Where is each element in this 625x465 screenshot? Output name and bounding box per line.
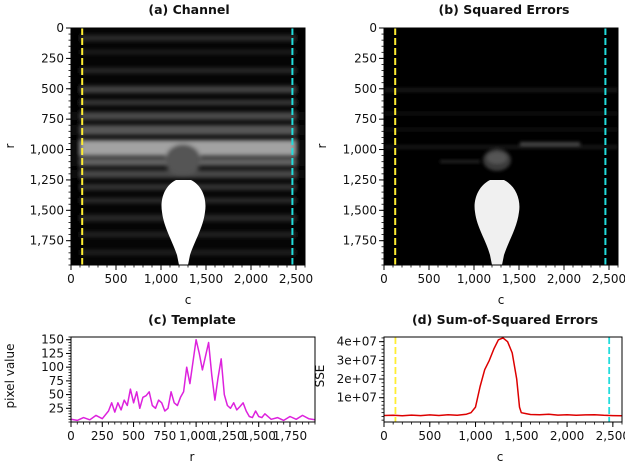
template-ytick-label: 100 — [41, 360, 64, 374]
channel-image — [71, 28, 305, 265]
sqerr-xtick-label: 1,500 — [502, 272, 536, 286]
sqerr-xtick-label: 2,000 — [547, 272, 581, 286]
sse-xtick-label: 1,000 — [458, 429, 492, 443]
squared-errors-ylabel: r — [315, 143, 329, 148]
sqerr-ytick-label: 0 — [369, 21, 377, 35]
template-ytick-label: 25 — [49, 401, 64, 415]
sse-axes: 0 500 1,000 1,500 2,000 2,500 1e+07 2e+07 3e+07 4… — [337, 335, 625, 443]
chart-title-sse: (d) Sum-of-Squared Errors — [412, 312, 598, 327]
channel-axes: 0 500 1,000 1,500 2,000 2,500 0 250 500 750 1,000 1… — [30, 21, 314, 286]
template-xtick-label: 0 — [67, 429, 75, 443]
panel-channel: (a) Channel — [3, 2, 313, 307]
sqerr-ytick-label: 750 — [354, 112, 377, 126]
panel-sse: (d) Sum-of-Squared Errors 0 500 1,000 1,500… — [313, 312, 625, 464]
template-frame — [70, 336, 316, 423]
sse-xlabel: c — [497, 450, 504, 464]
channel-xlabel: c — [185, 293, 192, 307]
channel-xtick-label: 2,000 — [234, 272, 268, 286]
sse-xtick-label: 2,500 — [596, 429, 625, 443]
sse-line — [383, 337, 623, 417]
sse-xtick-label: 2,000 — [550, 429, 584, 443]
channel-ytick-label: 750 — [41, 112, 64, 126]
template-ytick-label: 125 — [41, 346, 64, 360]
chart-title-channel: (a) Channel — [148, 2, 229, 17]
sqerr-xtick-label: 2,500 — [592, 272, 625, 286]
template-ytick-label: 150 — [41, 333, 64, 347]
channel-xtick-label: 0 — [67, 272, 75, 286]
bright-blob — [161, 180, 206, 265]
channel-xtick-label: 1,000 — [144, 272, 178, 286]
sse-plot — [383, 337, 623, 422]
channel-ytick-label: 250 — [41, 51, 64, 65]
panel-template: (c) Template 0 250 500 750 1,0001,2501,5001,… — [3, 312, 316, 464]
sqerr-ytick-label: 500 — [354, 82, 377, 96]
sse-ytick-label: 1e+07 — [337, 391, 377, 405]
template-ytick-label: 75 — [49, 374, 64, 388]
panel-squared-errors: (b) Squared Errors 0 500 1,000 1,500 2,000 2,… — [315, 2, 625, 307]
sqerr-ytick-label: 1,500 — [343, 203, 377, 217]
sqerr-ytick-label: 1,750 — [343, 234, 377, 248]
squared-errors-blob — [474, 180, 520, 265]
channel-ytick-label: 1,000 — [30, 143, 64, 157]
channel-ytick-label: 0 — [56, 21, 64, 35]
template-xtick-label: 500 — [122, 429, 145, 443]
sqerr-xtick-label: 0 — [380, 272, 388, 286]
template-xtick-label: 1,000 — [179, 429, 213, 443]
channel-xtick-label: 2,500 — [279, 272, 313, 286]
sse-ylabel: SSE — [313, 365, 327, 388]
template-ylabel: pixel value — [3, 344, 17, 409]
template-xtick-label: 1,250 — [210, 429, 244, 443]
sse-xtick-label: 500 — [418, 429, 441, 443]
sse-ytick-label: 3e+07 — [337, 353, 377, 367]
template-xtick-label: 1,750 — [273, 429, 307, 443]
sse-ytick-label: 2e+07 — [337, 372, 377, 386]
squared-errors-image — [384, 28, 618, 265]
squared-errors-xlabel: c — [498, 293, 505, 307]
channel-ytick-label: 500 — [41, 82, 64, 96]
sqerr-ytick-label: 250 — [354, 51, 377, 65]
squared-errors-axes: 0 500 1,000 1,500 2,000 2,500 0 250 500 750 1,000 1… — [343, 21, 625, 286]
template-plot — [70, 338, 316, 422]
sse-frame — [383, 336, 623, 423]
sqerr-ytick-label: 1,250 — [343, 173, 377, 187]
template-xtick-label: 750 — [153, 429, 176, 443]
channel-xtick-label: 500 — [105, 272, 128, 286]
sqerr-xtick-label: 500 — [418, 272, 441, 286]
channel-ytick-label: 1,500 — [30, 203, 64, 217]
channel-ytick-label: 1,750 — [30, 234, 64, 248]
channel-ytick-label: 1,250 — [30, 173, 64, 187]
sse-xtick-label: 1,500 — [504, 429, 538, 443]
chart-title-template: (c) Template — [148, 312, 236, 327]
channel-xtick-label: 1,500 — [189, 272, 223, 286]
template-xtick-label: 1,500 — [242, 429, 276, 443]
template-line — [70, 338, 316, 422]
sse-ytick-label: 4e+07 — [337, 335, 377, 349]
sqerr-ytick-label: 1,000 — [343, 143, 377, 157]
template-xlabel: r — [190, 450, 195, 464]
template-ytick-label: 50 — [49, 388, 64, 402]
sse-xtick-label: 0 — [380, 429, 388, 443]
template-xtick-label: 250 — [91, 429, 114, 443]
channel-ylabel: r — [3, 143, 17, 148]
chart-title-squared-errors: (b) Squared Errors — [438, 2, 569, 17]
sqerr-xtick-label: 1,000 — [457, 272, 491, 286]
template-axes: 0 250 500 750 1,0001,2501,5001,7502550751001… — [41, 333, 316, 443]
